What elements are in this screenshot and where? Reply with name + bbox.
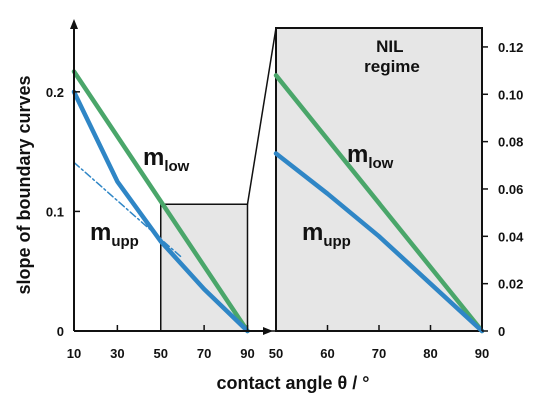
right-y-tick-label: 0.06 — [498, 182, 523, 197]
left-ticks-group: 10 30 50 70 90 0 0.1 0.2 — [46, 85, 255, 361]
right-label-m-upp: mupp — [302, 219, 351, 250]
nil-regime-annotation: NIL regime — [364, 37, 420, 76]
left-series-m-low — [71, 69, 250, 334]
right-y-tick-label: 0.02 — [498, 277, 523, 292]
left-series-group — [71, 69, 250, 334]
right-series-m-upp — [273, 151, 485, 334]
right-y-tick-label: 0.10 — [498, 87, 523, 102]
left-x-tick-label: 30 — [110, 346, 124, 361]
right-panel: 50 60 70 80 90 0 0.02 0.04 0.06 0.08 0.10 0.12 NIL … — [269, 27, 524, 361]
right-x-tick-label: 50 — [269, 346, 283, 361]
right-ticks-group: 50 60 70 80 90 0 0.02 0.04 0.06 0.08 0.10 0.12 — [269, 40, 524, 361]
left-y-tick-label: 0 — [57, 324, 64, 339]
left-series-m-upp — [71, 89, 250, 334]
right-series-group — [273, 73, 485, 334]
right-label-m-low: mlow — [347, 141, 394, 172]
right-y-tick-label: 0 — [498, 324, 505, 339]
y-axis-label: slope of boundary curves — [14, 75, 34, 294]
right-y-tick-label: 0.08 — [498, 135, 523, 150]
right-x-tick-label: 80 — [423, 346, 437, 361]
left-label-m-upp: mupp — [90, 219, 139, 250]
left-x-tick-label: 50 — [154, 346, 168, 361]
left-x-tick-label: 90 — [240, 346, 254, 361]
zoom-connector-top — [246, 27, 277, 205]
left-y-tick-label: 0.2 — [46, 85, 64, 100]
left-series-guide-line — [73, 161, 184, 259]
left-label-m-low: mlow — [143, 144, 190, 175]
right-y-tick-label: 0.04 — [498, 229, 524, 244]
left-x-tick-label: 10 — [67, 346, 81, 361]
x-axis-label: contact angle θ / ° — [217, 373, 370, 393]
right-series-m-low — [273, 73, 485, 334]
right-x-tick-label: 60 — [320, 346, 334, 361]
right-y-tick-label: 0.12 — [498, 40, 523, 55]
left-panel: 10 30 50 70 90 0 0.1 0.2 mlow mupp slope of bou… — [14, 19, 273, 361]
left-y-tick-label: 0.1 — [46, 204, 64, 219]
right-x-tick-label: 90 — [475, 346, 489, 361]
left-x-tick-label: 70 — [197, 346, 211, 361]
right-x-tick-label: 70 — [372, 346, 386, 361]
